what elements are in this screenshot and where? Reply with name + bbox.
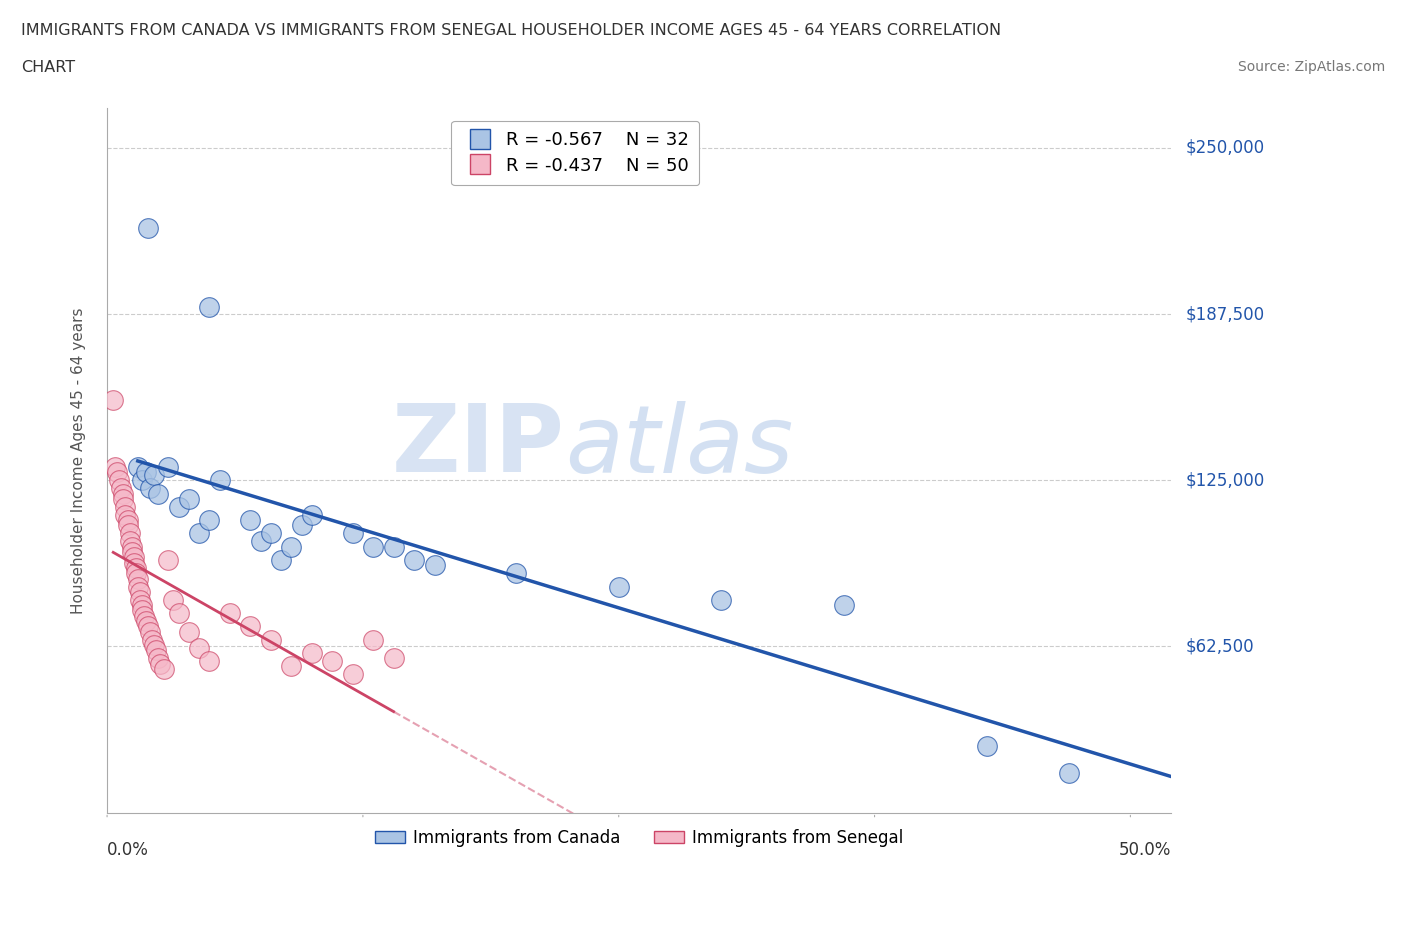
Point	[127, 579, 149, 594]
Text: $250,000: $250,000	[1185, 139, 1264, 157]
Point	[104, 459, 127, 474]
Point	[141, 632, 163, 647]
Text: 0.0%: 0.0%	[107, 841, 149, 858]
Point	[198, 300, 221, 315]
Point	[342, 526, 364, 541]
Point	[260, 526, 283, 541]
Point	[188, 526, 211, 541]
Point	[177, 624, 200, 639]
Point	[103, 393, 125, 408]
Point	[148, 486, 170, 501]
Point	[162, 592, 184, 607]
Point	[177, 491, 200, 506]
Point	[122, 555, 145, 570]
Point	[135, 614, 157, 629]
Point	[139, 481, 162, 496]
Point	[1057, 765, 1080, 780]
Point	[136, 619, 159, 634]
Point	[361, 539, 384, 554]
Point	[423, 558, 446, 573]
Point	[148, 651, 170, 666]
Point	[143, 638, 166, 653]
Point	[118, 534, 141, 549]
Point	[208, 472, 231, 487]
Text: ZIP: ZIP	[392, 400, 565, 492]
Point	[125, 565, 148, 580]
Text: IMMIGRANTS FROM CANADA VS IMMIGRANTS FROM SENEGAL HOUSEHOLDER INCOME AGES 45 - 6: IMMIGRANTS FROM CANADA VS IMMIGRANTS FRO…	[21, 23, 1001, 38]
Point	[321, 654, 343, 669]
Point	[710, 592, 733, 607]
Text: $62,500: $62,500	[1185, 637, 1254, 656]
Text: CHART: CHART	[21, 60, 75, 75]
Point	[131, 472, 153, 487]
Point	[128, 592, 150, 607]
Point	[145, 643, 167, 658]
Point	[404, 552, 426, 567]
Point	[218, 605, 240, 620]
Point	[127, 571, 149, 586]
Point	[280, 658, 302, 673]
Point	[198, 654, 221, 669]
Point	[301, 508, 323, 523]
Point	[188, 640, 211, 655]
Point	[249, 534, 271, 549]
Point	[132, 608, 155, 623]
Point	[290, 518, 312, 533]
Point	[976, 738, 998, 753]
Point	[157, 459, 180, 474]
Point	[118, 526, 141, 541]
Point	[114, 508, 136, 523]
Point	[108, 472, 131, 487]
Point	[117, 512, 139, 527]
Point	[342, 667, 364, 682]
Point	[157, 552, 180, 567]
Text: $125,000: $125,000	[1185, 472, 1264, 489]
Point	[260, 632, 283, 647]
Point	[127, 459, 149, 474]
Y-axis label: Householder Income Ages 45 - 64 years: Householder Income Ages 45 - 64 years	[72, 307, 86, 614]
Text: $187,500: $187,500	[1185, 305, 1264, 323]
Point	[135, 465, 157, 480]
Legend: Immigrants from Canada, Immigrants from Senegal: Immigrants from Canada, Immigrants from …	[368, 822, 910, 854]
Point	[112, 486, 135, 501]
Point	[117, 518, 139, 533]
Point	[198, 512, 221, 527]
Point	[121, 539, 143, 554]
Point	[382, 539, 405, 554]
Point	[280, 539, 302, 554]
Point	[167, 499, 190, 514]
Point	[143, 468, 166, 483]
Point	[110, 481, 132, 496]
Point	[505, 565, 527, 580]
Point	[105, 465, 128, 480]
Point	[128, 584, 150, 599]
Point	[382, 651, 405, 666]
Point	[121, 545, 143, 560]
Point	[131, 603, 153, 618]
Point	[122, 550, 145, 565]
Point	[149, 657, 172, 671]
Point	[239, 512, 262, 527]
Point	[361, 632, 384, 647]
Point	[125, 561, 148, 576]
Point	[167, 605, 190, 620]
Point	[301, 645, 323, 660]
Point	[270, 552, 292, 567]
Text: atlas: atlas	[565, 401, 793, 492]
Point	[131, 598, 153, 613]
Point	[112, 491, 135, 506]
Text: Source: ZipAtlas.com: Source: ZipAtlas.com	[1237, 60, 1385, 74]
Point	[607, 579, 630, 594]
Point	[114, 499, 136, 514]
Point	[139, 624, 162, 639]
Text: 50.0%: 50.0%	[1119, 841, 1171, 858]
Point	[239, 619, 262, 634]
Point	[153, 661, 176, 676]
Point	[832, 598, 855, 613]
Point	[136, 220, 159, 235]
